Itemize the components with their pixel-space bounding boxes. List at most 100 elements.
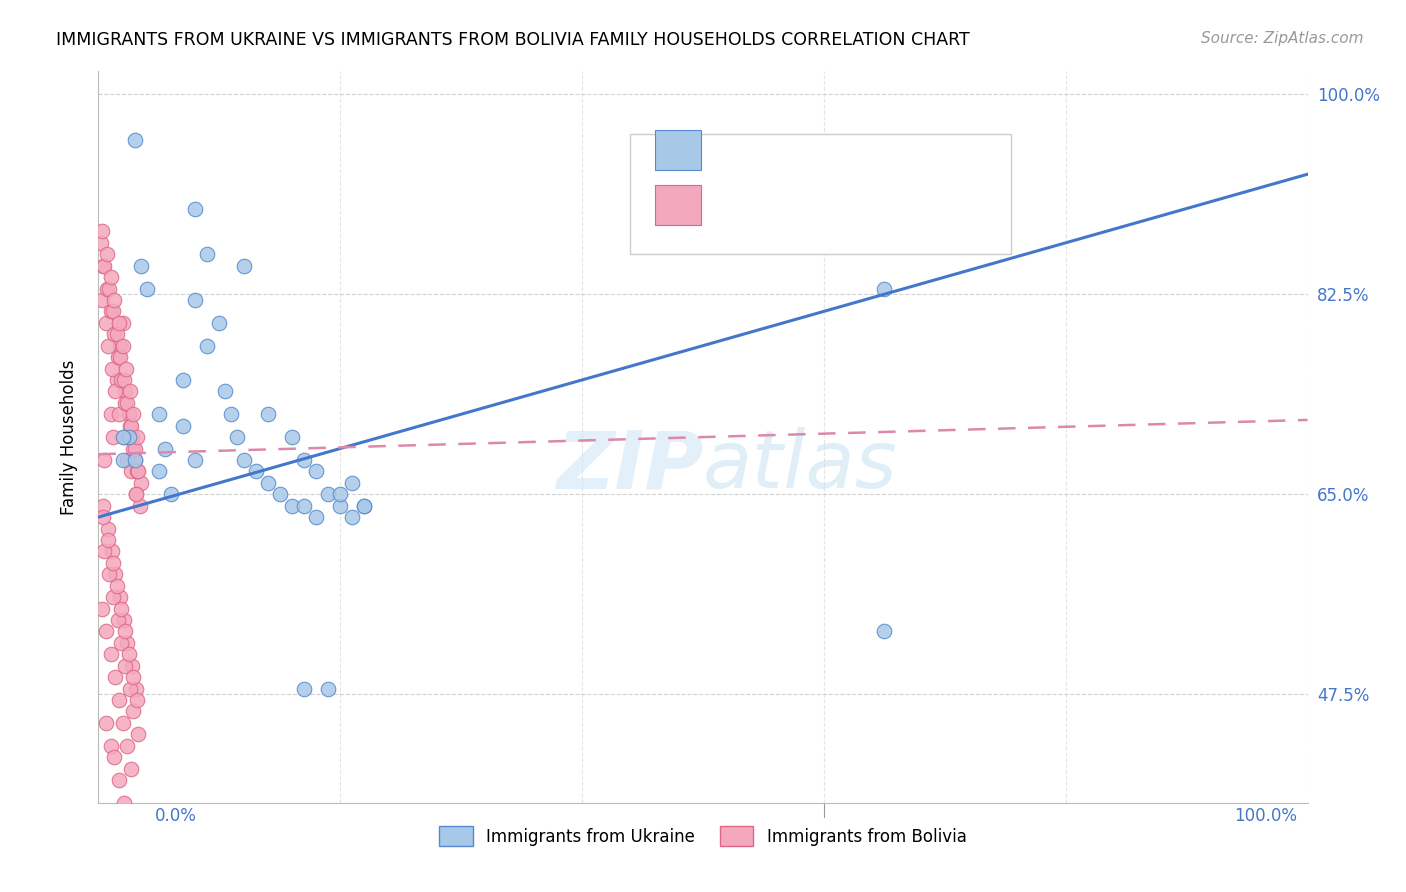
Point xyxy=(108,316,131,330)
Point xyxy=(103,750,125,764)
Point xyxy=(112,373,135,387)
Point xyxy=(124,442,146,456)
Point xyxy=(111,338,134,352)
Point xyxy=(100,361,122,376)
Point xyxy=(105,579,128,593)
Point xyxy=(94,316,117,330)
Point xyxy=(91,499,114,513)
FancyBboxPatch shape xyxy=(655,185,700,225)
Point xyxy=(281,430,304,444)
Point xyxy=(292,681,315,696)
Point xyxy=(122,670,145,684)
Point xyxy=(93,544,115,558)
Point xyxy=(94,715,117,730)
Point xyxy=(127,727,149,741)
Point xyxy=(93,453,115,467)
Point xyxy=(214,384,236,399)
Point xyxy=(118,384,141,399)
Point xyxy=(104,670,127,684)
Point xyxy=(135,281,157,295)
Point xyxy=(96,247,118,261)
Text: R = 0.336   N = 45: R = 0.336 N = 45 xyxy=(718,139,890,157)
Point xyxy=(226,430,249,444)
Point xyxy=(148,407,170,421)
Point xyxy=(292,453,315,467)
Point xyxy=(316,487,339,501)
Point xyxy=(269,487,291,501)
Point xyxy=(107,350,129,364)
Point xyxy=(124,453,146,467)
Point xyxy=(184,453,207,467)
Point xyxy=(110,636,132,650)
Point xyxy=(195,247,218,261)
Point xyxy=(101,556,124,570)
Point xyxy=(172,373,194,387)
Point xyxy=(103,293,125,307)
Point xyxy=(208,316,231,330)
Point xyxy=(100,270,122,285)
Point xyxy=(127,464,149,478)
Point xyxy=(97,338,120,352)
Text: Source: ZipAtlas.com: Source: ZipAtlas.com xyxy=(1201,31,1364,46)
Point xyxy=(127,464,149,478)
Point xyxy=(232,259,254,273)
Point xyxy=(111,316,134,330)
Point xyxy=(112,430,135,444)
Point xyxy=(129,259,152,273)
Point xyxy=(107,613,129,627)
Point xyxy=(125,487,148,501)
Text: 100.0%: 100.0% xyxy=(1234,806,1296,824)
Point xyxy=(120,418,142,433)
Point xyxy=(195,338,218,352)
Point xyxy=(91,259,114,273)
Point xyxy=(305,464,328,478)
Point xyxy=(122,704,145,718)
Point xyxy=(110,373,132,387)
Point xyxy=(93,259,115,273)
Point xyxy=(101,430,124,444)
Point xyxy=(124,133,146,147)
Point xyxy=(122,442,145,456)
Point xyxy=(329,499,352,513)
Point xyxy=(153,442,176,456)
Point xyxy=(125,487,148,501)
Point xyxy=(91,293,114,307)
Point xyxy=(112,613,135,627)
Point xyxy=(117,739,139,753)
Point xyxy=(117,396,139,410)
Point xyxy=(101,304,124,318)
Point xyxy=(105,373,128,387)
Point xyxy=(104,384,127,399)
Point xyxy=(108,407,131,421)
Point xyxy=(342,475,364,490)
Point xyxy=(118,430,141,444)
Point xyxy=(90,235,112,250)
Point xyxy=(101,590,124,604)
Text: ZIP: ZIP xyxy=(555,427,703,506)
Point xyxy=(98,281,121,295)
Point xyxy=(124,453,146,467)
Point xyxy=(172,418,194,433)
Text: R = 0.021   N = 95: R = 0.021 N = 95 xyxy=(718,194,889,212)
Point xyxy=(118,407,141,421)
Point xyxy=(98,567,121,582)
Point xyxy=(120,762,142,776)
Point xyxy=(114,384,136,399)
Point xyxy=(256,407,278,421)
FancyBboxPatch shape xyxy=(630,134,1011,254)
Point xyxy=(353,499,375,513)
Point xyxy=(121,658,143,673)
Point xyxy=(97,533,120,547)
Point xyxy=(120,464,142,478)
Point xyxy=(118,647,141,661)
Point xyxy=(353,499,375,513)
Point xyxy=(91,510,114,524)
Point xyxy=(128,499,150,513)
Point xyxy=(292,499,315,513)
Point xyxy=(221,407,243,421)
Point xyxy=(100,407,122,421)
Legend: Immigrants from Ukraine, Immigrants from Bolivia: Immigrants from Ukraine, Immigrants from… xyxy=(440,826,966,846)
Point xyxy=(105,327,128,342)
Text: atlas: atlas xyxy=(703,427,898,506)
Point xyxy=(114,658,136,673)
